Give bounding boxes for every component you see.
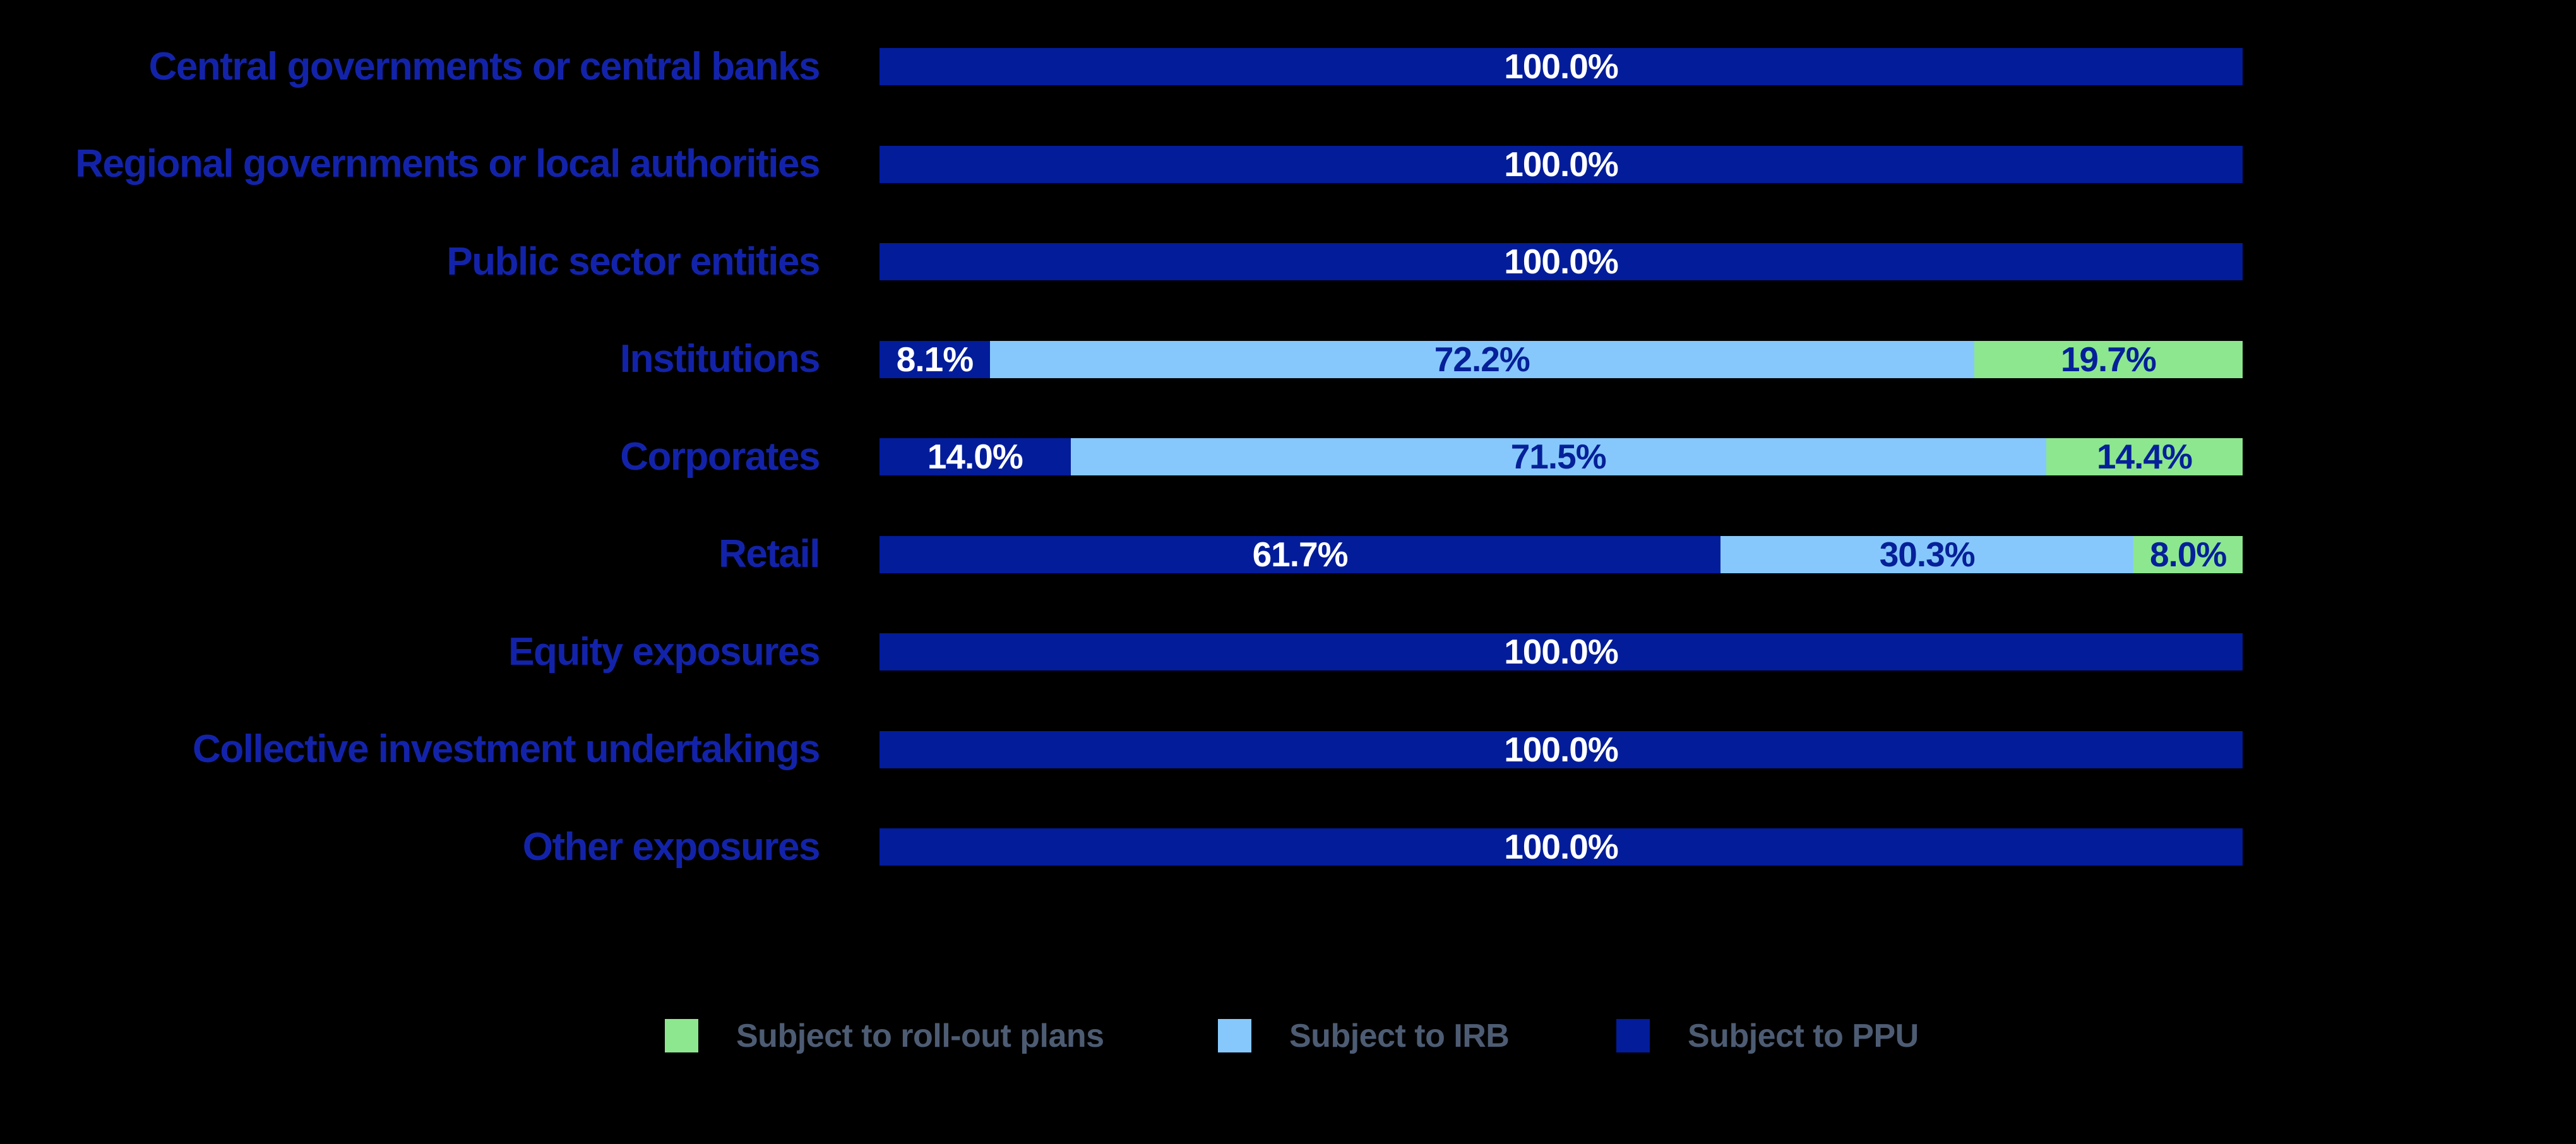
- segment-value-label: 61.7%: [1252, 534, 1349, 574]
- bar-segment: 72.2%: [989, 339, 1974, 379]
- chart-row: Collective investment undertakings 100.0%: [0, 727, 2576, 771]
- chart-row: Equity exposures 100.0%: [0, 629, 2576, 674]
- segment-value-label: 8.0%: [2149, 534, 2227, 574]
- bar-segment: 71.5%: [1070, 437, 2046, 476]
- chart-row: Institutions 8.1% 72.2% 19.7%: [0, 337, 2576, 381]
- bar-segment: 100.0%: [880, 48, 2243, 85]
- chart-row: Corporates 14.0% 71.5% 14.4%: [0, 434, 2576, 479]
- bar-segment: 8.0%: [2133, 534, 2243, 574]
- category-label: Other exposures: [522, 825, 821, 869]
- category-label: Public sector entities: [446, 239, 820, 283]
- bar-segment: 8.1%: [880, 339, 990, 379]
- bar-segment: 100.0%: [880, 243, 2243, 280]
- bar-track: 61.7% 30.3% 8.0%: [880, 534, 2243, 574]
- segment-value-label: 71.5%: [1510, 437, 1607, 476]
- segment-value-label: 72.2%: [1434, 339, 1530, 379]
- legend-label: Subject to roll-out plans: [736, 1017, 1104, 1054]
- bar-segment: 14.0%: [880, 438, 1071, 475]
- category-label: Institutions: [619, 337, 821, 381]
- bar-track: 100.0%: [880, 729, 2243, 769]
- bar-track: 100.0%: [880, 633, 2243, 670]
- category-label: Corporates: [620, 434, 820, 479]
- chart-row: Central governments or central banks 100.…: [0, 44, 2576, 88]
- category-label: Equity exposures: [508, 629, 820, 674]
- segment-value-label: 100.0%: [1504, 632, 1619, 671]
- category-label: Collective investment undertakings: [193, 727, 820, 771]
- legend-item: Subject to PPU: [1616, 1019, 1919, 1052]
- bar-track: 8.1% 72.2% 19.7%: [880, 339, 2243, 379]
- bar-track: 14.0% 71.5% 14.4%: [880, 438, 2243, 475]
- segment-value-label: 14.4%: [2096, 437, 2193, 476]
- segment-value-label: 100.0%: [1504, 729, 1619, 769]
- bar-segment: 61.7%: [880, 534, 1721, 574]
- legend-swatch: [1616, 1019, 1650, 1052]
- bar-segment: 14.4%: [2046, 438, 2243, 475]
- legend-label: Subject to IRB: [1289, 1017, 1510, 1054]
- bar-segment: 100.0%: [880, 729, 2243, 769]
- category-label: Regional governments or local authoritie…: [75, 142, 820, 186]
- legend-swatch: [665, 1019, 698, 1052]
- segment-value-label: 8.1%: [896, 339, 974, 379]
- chart-row: Public sector entities 100.0%: [0, 239, 2576, 283]
- chart-row: Retail 61.7% 30.3% 8.0%: [0, 532, 2576, 576]
- segment-value-label: 19.7%: [2060, 339, 2157, 379]
- bar-track: 100.0%: [880, 48, 2243, 85]
- chart-row: Other exposures 100.0%: [0, 825, 2576, 869]
- segment-value-label: 100.0%: [1504, 144, 1619, 184]
- bar-track: 100.0%: [880, 828, 2243, 866]
- legend-label: Subject to PPU: [1688, 1017, 1919, 1054]
- segment-value-label: 100.0%: [1504, 242, 1619, 281]
- bar-segment: 30.3%: [1720, 534, 2134, 574]
- bar-segment: 100.0%: [880, 633, 2243, 670]
- bar-track: 100.0%: [880, 144, 2243, 184]
- chart-row: Regional governments or local authoritie…: [0, 142, 2576, 186]
- bar-segment: 100.0%: [880, 828, 2243, 866]
- category-label: Central governments or central banks: [148, 44, 821, 88]
- segment-value-label: 30.3%: [1879, 534, 1976, 574]
- category-label: Retail: [719, 532, 820, 576]
- segment-value-label: 14.0%: [927, 437, 1023, 476]
- bar-track: 100.0%: [880, 243, 2243, 280]
- legend-swatch: [1218, 1019, 1251, 1052]
- legend-item: Subject to roll-out plans: [665, 1019, 1104, 1052]
- bar-segment: 19.7%: [1974, 339, 2243, 379]
- legend-item: Subject to IRB: [1218, 1017, 1510, 1054]
- bar-segment: 100.0%: [880, 144, 2243, 184]
- segment-value-label: 100.0%: [1504, 47, 1619, 86]
- segment-value-label: 100.0%: [1504, 827, 1619, 866]
